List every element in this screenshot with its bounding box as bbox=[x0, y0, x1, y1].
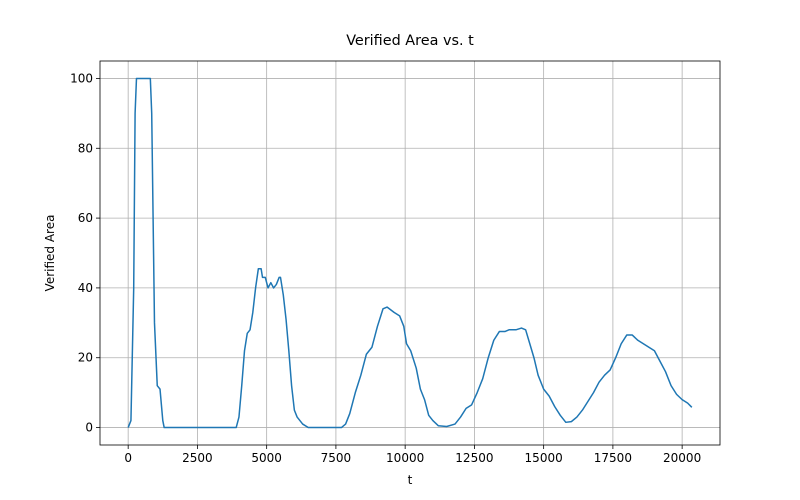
x-tick-label: 12500 bbox=[455, 451, 493, 465]
x-tick-label: 5000 bbox=[251, 451, 282, 465]
y-tick-label: 20 bbox=[78, 351, 93, 365]
data-line bbox=[127, 77, 693, 429]
chart-title: Verified Area vs. t bbox=[346, 33, 474, 49]
x-tick-label: 15000 bbox=[525, 451, 563, 465]
x-tick-label: 7500 bbox=[321, 451, 352, 465]
x-tick-label: 0 bbox=[124, 451, 132, 465]
y-tick-label: 100 bbox=[70, 71, 93, 85]
y-tick-label: 0 bbox=[85, 421, 93, 435]
x-tick-label: 17500 bbox=[594, 451, 632, 465]
y-axis-label: Verified Area bbox=[43, 215, 57, 292]
x-tick-label: 2500 bbox=[182, 451, 213, 465]
y-tick-label: 80 bbox=[78, 141, 93, 155]
y-tick-label: 60 bbox=[78, 211, 93, 225]
x-tick-label: 20000 bbox=[663, 451, 701, 465]
x-tick-label: 10000 bbox=[386, 451, 424, 465]
x-axis-label: t bbox=[408, 473, 413, 487]
y-tick-label: 40 bbox=[78, 281, 93, 295]
plot-frame bbox=[99, 60, 721, 446]
